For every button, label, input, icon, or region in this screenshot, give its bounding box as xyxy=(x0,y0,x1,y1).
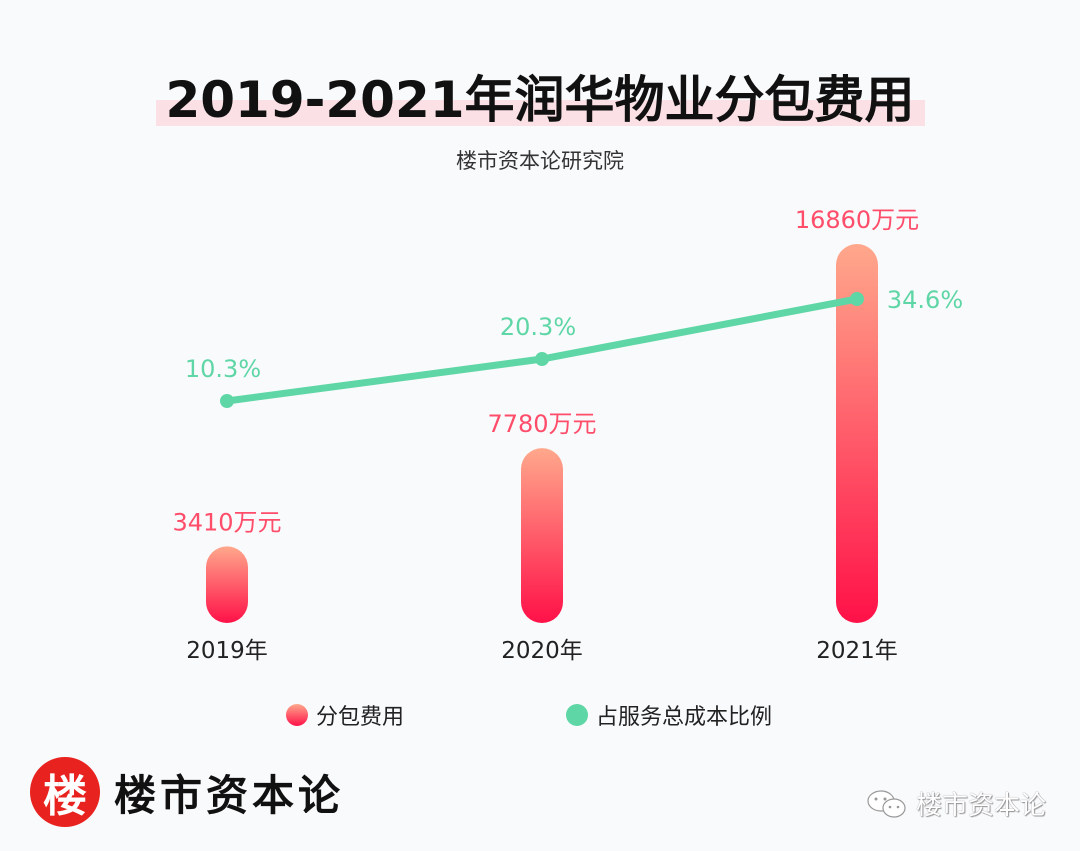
title-highlight xyxy=(156,100,925,126)
page-title: 2019-2021年润华物业分包费用 xyxy=(165,71,915,129)
ratio-value-label: 20.3% xyxy=(500,313,576,341)
x-tick-label: 2019年 xyxy=(186,638,268,664)
bar-2021年 xyxy=(836,244,878,623)
green-dot-icon xyxy=(566,704,588,726)
brand: 楼 楼市资本论 xyxy=(30,757,344,827)
ratio-value-label: 34.6% xyxy=(887,286,963,314)
ratio-point xyxy=(535,352,549,367)
x-tick-label: 2021年 xyxy=(816,638,898,664)
brand-logo: 楼 xyxy=(30,757,100,827)
ratio-point xyxy=(220,394,234,408)
legend-item-ratio: 占服务总成本比例 xyxy=(566,700,772,730)
bar-2020年 xyxy=(521,448,563,623)
brand-name: 楼市资本论 xyxy=(114,770,345,820)
ratio-point xyxy=(850,292,864,306)
x-tick-label: 2020年 xyxy=(501,638,583,664)
legend-label: 分包费用 xyxy=(316,705,405,730)
bar-value-label: 16860万元 xyxy=(795,206,919,234)
ratio-value-label: 10.3% xyxy=(185,355,261,383)
legend-label: 占服务总成本比例 xyxy=(596,705,773,730)
bar-value-label: 7780万元 xyxy=(487,410,596,438)
bar-2019年 xyxy=(206,546,248,623)
watermark-text: 楼市资本论 xyxy=(916,791,1047,821)
legend-item-subcontract: 分包费用 xyxy=(286,700,404,730)
page-subtitle: 楼市资本论研究院 xyxy=(456,149,624,173)
watermark: 楼市资本论 xyxy=(866,785,1046,822)
red-gradient-dot-icon xyxy=(286,704,308,726)
bar-value-label: 3410万元 xyxy=(172,508,281,536)
wechat-icon xyxy=(867,789,906,818)
